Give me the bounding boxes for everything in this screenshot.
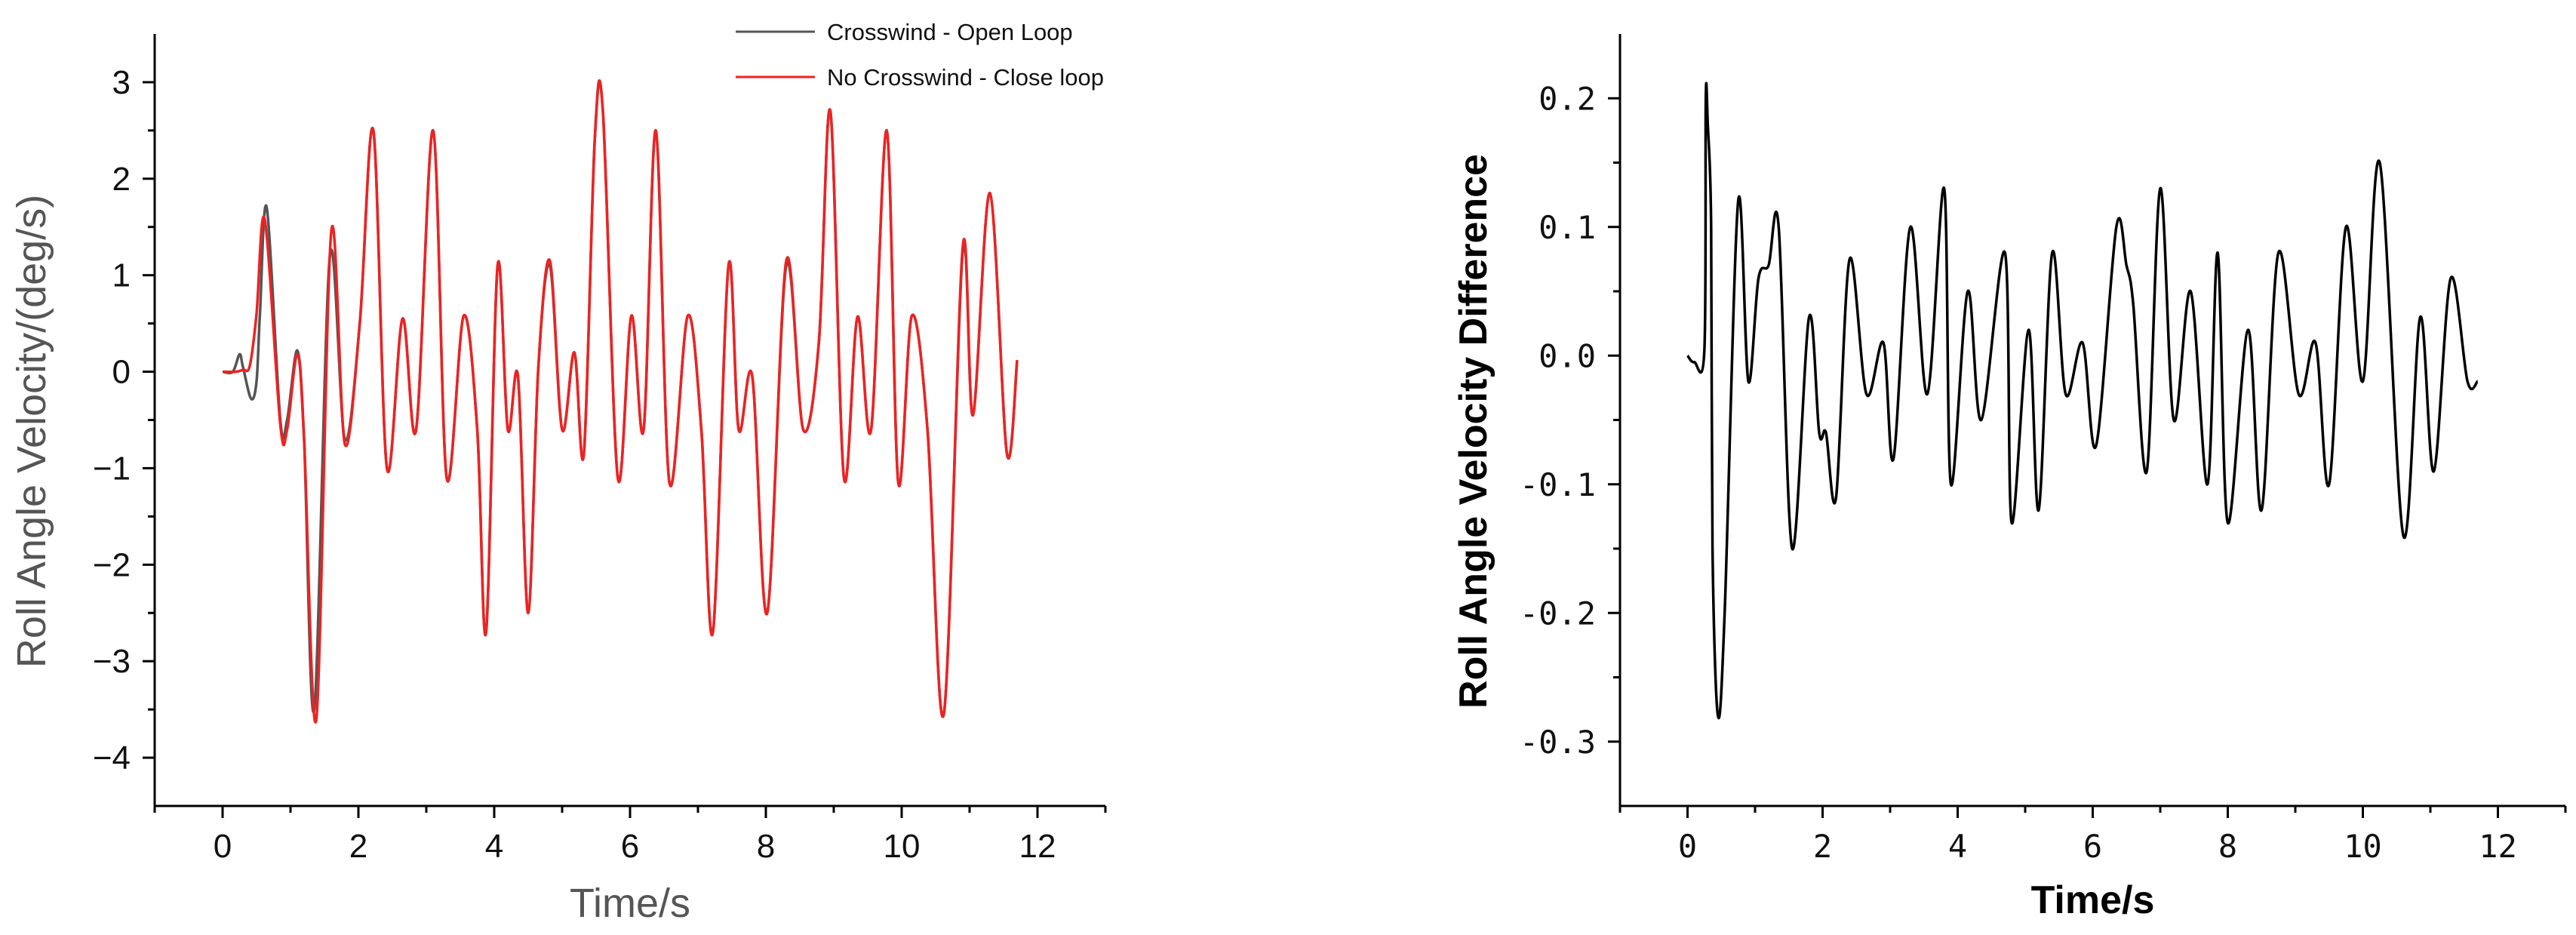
x-tick-label: 10 [2344,828,2382,865]
right-x-axis-title: Time/s [2031,878,2155,922]
y-tick-label: 2 [112,161,131,198]
x-tick-label: 2 [1813,828,1832,865]
y-tick-label: −3 [93,643,131,680]
x-tick-label: 6 [2083,828,2102,865]
x-tick-label: 6 [621,828,639,865]
x-tick-label: 2 [349,828,367,865]
series-line-no-crosswind-close-loop [222,79,1019,724]
left-x-axis-title: Time/s [570,881,690,926]
left-series-group [222,79,1019,724]
x-tick-label: 12 [1019,828,1056,865]
x-tick-label: 8 [2218,828,2237,865]
legend: Crosswind - Open Loop No Crosswind - Clo… [736,19,1104,91]
right-series-group [1686,82,2479,720]
y-tick-label: −1 [93,450,131,487]
y-tick-label: -0.1 [1520,466,1596,503]
x-tick-label: 0 [214,828,232,865]
x-tick-label: 10 [884,828,921,865]
y-tick-label: -0.3 [1520,724,1596,761]
right-tick-group: 0 2 4 6 8 10 12 -0.3 -0.2 -0.1 0.0 0.1 0.2 [1520,80,2567,865]
left-y-axis-title: Roll Angle Velocity/(deg/s) [9,195,54,668]
x-tick-label: 4 [485,828,503,865]
x-tick-label: 4 [1948,828,1967,865]
y-tick-label: 1 [112,257,131,294]
x-tick-label: 12 [2479,828,2517,865]
y-tick-label: 0.2 [1539,80,1596,117]
y-tick-label: −2 [93,546,131,583]
y-tick-label: -0.2 [1520,595,1596,632]
y-tick-label: 3 [112,64,131,101]
legend-label-crosswind-open-loop: Crosswind - Open Loop [827,19,1073,45]
y-tick-label: 0.0 [1539,337,1596,374]
x-tick-label: 8 [757,828,775,865]
y-tick-label: 0 [112,354,131,391]
right-y-axis-title: Roll Angle Velocity Difference [1452,154,1495,709]
series-line-difference [1686,82,2479,720]
y-tick-label: −4 [93,740,131,777]
y-tick-label: 0.1 [1539,209,1596,246]
x-tick-label: 0 [1678,828,1697,865]
roll-velocity-difference-chart: 0 2 4 6 8 10 12 -0.3 -0.2 -0.1 0.0 0.1 0.2 Time/s Ro… [1452,34,2567,922]
legend-label-no-crosswind-close-loop: No Crosswind - Close loop [827,64,1104,91]
